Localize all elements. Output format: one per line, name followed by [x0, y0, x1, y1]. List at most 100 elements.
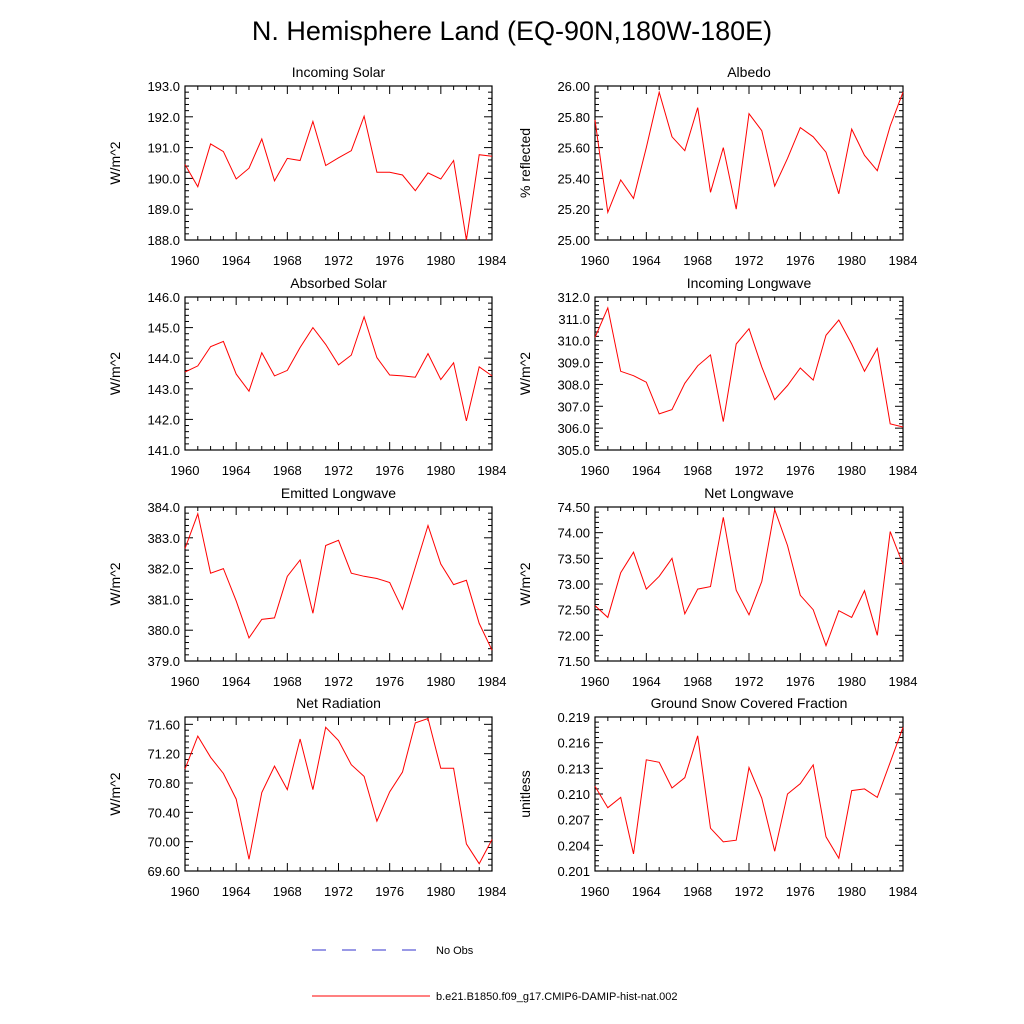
y-tick-label: 70.40: [147, 805, 180, 820]
y-tick-label: 74.00: [557, 526, 590, 541]
y-tick-label: 379.0: [147, 654, 180, 669]
y-tick-label: 69.60: [147, 864, 180, 879]
series-line: [184, 717, 493, 865]
y-tick-label: 383.0: [147, 531, 180, 546]
y-axis-label: W/m^2: [107, 352, 123, 395]
x-tick-label: 1968: [273, 674, 302, 689]
panel-title: Emitted Longwave: [281, 485, 396, 501]
series-line: [184, 114, 493, 241]
y-tick-label: 71.60: [147, 717, 180, 732]
series-line: [184, 512, 493, 651]
panel-7: 1960 1964 1968 1972 1976 1980 1984 69.60 70.00 70…: [107, 695, 506, 899]
y-tick-label: 72.00: [557, 628, 590, 643]
y-tick-label: 0.210: [557, 787, 590, 802]
y-tick-label: 70.00: [147, 835, 180, 850]
y-tick-label: 71.20: [147, 747, 180, 762]
panel-6: 1960 1964 1968 1972 1976 1980 1984 71.50 72.00 72…: [517, 485, 917, 689]
series-line: [594, 90, 904, 215]
panel-8: 1960 1964 1968 1972 1976 1980 1984 0.201 0.204 0.…: [517, 695, 917, 899]
panel-title: Ground Snow Covered Fraction: [651, 695, 848, 711]
x-tick-label: 1960: [171, 463, 200, 478]
x-tick-label: 1980: [837, 463, 866, 478]
y-axis-label: W/m^2: [517, 562, 533, 605]
x-tick-label: 1980: [426, 674, 455, 689]
x-tick-label: 1984: [889, 463, 918, 478]
y-tick-label: 25.00: [557, 233, 590, 248]
panels: 1960 1964 1968 1972 1976 1980 1984 188.0 189.0 19…: [107, 64, 917, 899]
y-axis-label: unitless: [517, 770, 533, 817]
x-tick-label: 1976: [786, 253, 815, 268]
panel-title: Incoming Longwave: [687, 275, 812, 291]
x-tick-label: 1976: [786, 463, 815, 478]
x-tick-label: 1984: [889, 674, 918, 689]
x-tick-label: 1980: [837, 884, 866, 899]
panel-1: 1960 1964 1968 1972 1976 1980 1984 188.0 189.0 19…: [107, 64, 506, 268]
panel-5: 1960 1964 1968 1972 1976 1980 1984 379.0 380.0 38…: [107, 485, 506, 689]
panel-3: 1960 1964 1968 1972 1976 1980 1984 141.0 142.0 14…: [107, 275, 506, 478]
x-tick-label: 1964: [222, 463, 251, 478]
x-tick-label: 1980: [426, 884, 455, 899]
plot-frame: [184, 85, 493, 241]
x-tick-label: 1968: [683, 463, 712, 478]
x-tick-label: 1980: [426, 463, 455, 478]
y-axis-label: % reflected: [517, 128, 533, 198]
plot-frame: [594, 296, 904, 451]
y-tick-label: 309.0: [557, 356, 590, 371]
x-tick-label: 1960: [581, 253, 610, 268]
x-tick-label: 1968: [273, 884, 302, 899]
plot-frame: [594, 506, 904, 662]
x-tick-label: 1980: [837, 253, 866, 268]
y-tick-label: 71.50: [557, 654, 590, 669]
y-tick-label: 74.50: [557, 500, 590, 515]
panel-title: Net Longwave: [704, 485, 794, 501]
panel-title: Net Radiation: [296, 695, 381, 711]
legend: No Obs b.e21.B1850.f09_g17.CMIP6-DAMIP-h…: [312, 945, 678, 1003]
x-tick-label: 1964: [222, 674, 251, 689]
plot-frame: [594, 85, 904, 241]
panel-title: Albedo: [727, 64, 771, 80]
y-tick-label: 73.00: [557, 577, 590, 592]
x-tick-label: 1968: [273, 463, 302, 478]
x-tick-label: 1984: [889, 253, 918, 268]
x-tick-label: 1960: [171, 674, 200, 689]
y-tick-label: 0.216: [557, 736, 590, 751]
panel-4: 1960 1964 1968 1972 1976 1980 1984 305.0 306.0 30…: [517, 275, 917, 478]
x-tick-label: 1972: [735, 674, 764, 689]
plot-frame: [184, 506, 493, 662]
x-tick-label: 1980: [426, 253, 455, 268]
y-tick-label: 190.0: [147, 171, 180, 186]
y-tick-label: 0.213: [557, 761, 590, 776]
y-tick-label: 25.40: [557, 171, 590, 186]
panel-2: 1960 1964 1968 1972 1976 1980 1984 25.00 25.20 25…: [517, 64, 917, 268]
x-tick-label: 1968: [683, 253, 712, 268]
x-tick-label: 1976: [786, 674, 815, 689]
y-tick-label: 72.50: [557, 603, 590, 618]
y-tick-label: 380.0: [147, 623, 180, 638]
y-tick-label: 70.80: [147, 776, 180, 791]
y-tick-label: 189.0: [147, 202, 180, 217]
y-tick-label: 0.207: [557, 813, 590, 828]
x-tick-label: 1960: [581, 884, 610, 899]
y-tick-label: 382.0: [147, 562, 180, 577]
y-tick-label: 191.0: [147, 141, 180, 156]
x-tick-label: 1960: [171, 884, 200, 899]
y-axis-label: W/m^2: [107, 562, 123, 605]
figure-title: N. Hemisphere Land (EQ-90N,180W-180E): [252, 16, 772, 46]
y-tick-label: 193.0: [147, 79, 180, 94]
y-tick-label: 145.0: [147, 321, 180, 336]
x-tick-label: 1976: [375, 463, 404, 478]
x-tick-label: 1968: [683, 674, 712, 689]
x-tick-label: 1960: [581, 674, 610, 689]
x-tick-label: 1972: [324, 253, 353, 268]
x-tick-label: 1972: [735, 884, 764, 899]
x-tick-label: 1976: [375, 253, 404, 268]
series-line: [184, 315, 493, 422]
x-tick-label: 1972: [324, 463, 353, 478]
x-tick-label: 1976: [375, 674, 404, 689]
y-tick-label: 0.219: [557, 710, 590, 725]
y-tick-label: 26.00: [557, 79, 590, 94]
x-tick-label: 1984: [889, 884, 918, 899]
panel-title: Absorbed Solar: [290, 275, 387, 291]
y-axis-label: W/m^2: [107, 141, 123, 184]
